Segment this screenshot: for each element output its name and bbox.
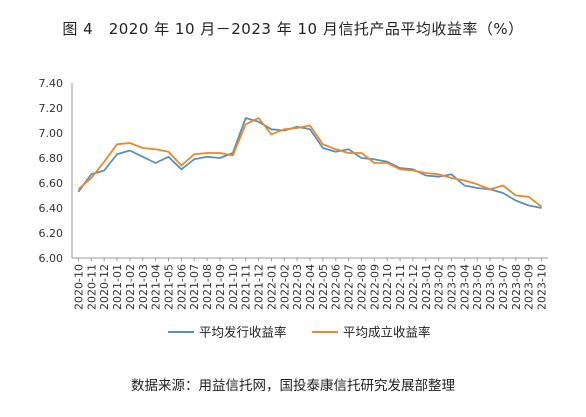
x-tick-label: 2020-11 [85, 264, 98, 310]
y-tick-label: 6.00 [39, 252, 64, 265]
x-tick-label: 2021-10 [227, 264, 240, 310]
y-tick-label: 6.40 [39, 202, 64, 215]
x-tick-label: 2021-08 [201, 264, 214, 310]
x-tick-label: 2022-11 [394, 264, 407, 310]
x-tick-label: 2023-10 [536, 264, 549, 310]
series-line-1 [77, 117, 542, 209]
legend-label-2: 平均成立收益率 [343, 325, 431, 340]
x-tick-label: 2021-09 [214, 264, 227, 310]
x-tick-label: 2022-07 [343, 264, 356, 310]
x-tick-label: 2022-12 [407, 264, 420, 310]
x-tick-label: 2021-12 [253, 264, 266, 310]
x-tick-label: 2023-03 [446, 264, 459, 310]
y-tick-label: 7.40 [39, 77, 64, 90]
series-line-2 [77, 117, 543, 208]
x-tick-label: 2023-09 [523, 264, 536, 310]
x-tick-label: 2022-02 [278, 264, 291, 310]
y-tick-label: 6.60 [39, 177, 64, 190]
x-tick-label: 2021-06 [175, 264, 188, 310]
x-tick-label: 2022-04 [304, 264, 317, 310]
x-tick-label: 2021-07 [188, 264, 201, 310]
y-tick-label: 6.80 [39, 152, 64, 165]
x-tick-label: 2023-06 [484, 264, 497, 310]
y-tick-label: 6.20 [39, 227, 64, 240]
x-tick-label: 2022-09 [368, 264, 381, 310]
y-tick-label: 7.20 [39, 102, 64, 115]
x-tick-label: 2023-05 [471, 264, 484, 310]
x-tick-label: 2022-05 [317, 264, 330, 310]
x-tick-label: 2021-01 [111, 264, 124, 310]
x-tick-label: 2022-03 [291, 264, 304, 310]
x-tick-label: 2023-07 [497, 264, 510, 310]
x-tick-label: 2023-08 [510, 264, 523, 310]
chart-title: 图 4 2020 年 10 月－2023 年 10 月信托产品平均收益率（%） [62, 20, 524, 38]
x-tick-label: 2022-01 [265, 264, 278, 310]
data-source-note: 数据来源：用益信托网，国投泰康信托研究发展部整理 [131, 378, 455, 394]
x-tick-label: 2022-10 [381, 264, 394, 310]
x-tick-label: 2021-03 [137, 264, 150, 310]
x-tick-label: 2023-01 [420, 264, 433, 310]
x-tick-label: 2020-10 [72, 264, 85, 310]
x-tick-label: 2022-08 [355, 264, 368, 310]
legend-label-1: 平均发行收益率 [199, 325, 287, 340]
y-tick-label: 7.00 [39, 127, 64, 140]
x-tick-label: 2022-06 [330, 264, 343, 310]
x-tick-label: 2021-02 [124, 264, 137, 310]
x-tick-label: 2020-12 [98, 264, 111, 310]
x-tick-label: 2021-11 [240, 264, 253, 310]
x-tick-label: 2021-04 [150, 264, 163, 310]
x-tick-label: 2023-04 [458, 264, 471, 310]
x-tick-label: 2021-05 [162, 264, 175, 310]
x-tick-label: 2023-02 [433, 264, 446, 310]
